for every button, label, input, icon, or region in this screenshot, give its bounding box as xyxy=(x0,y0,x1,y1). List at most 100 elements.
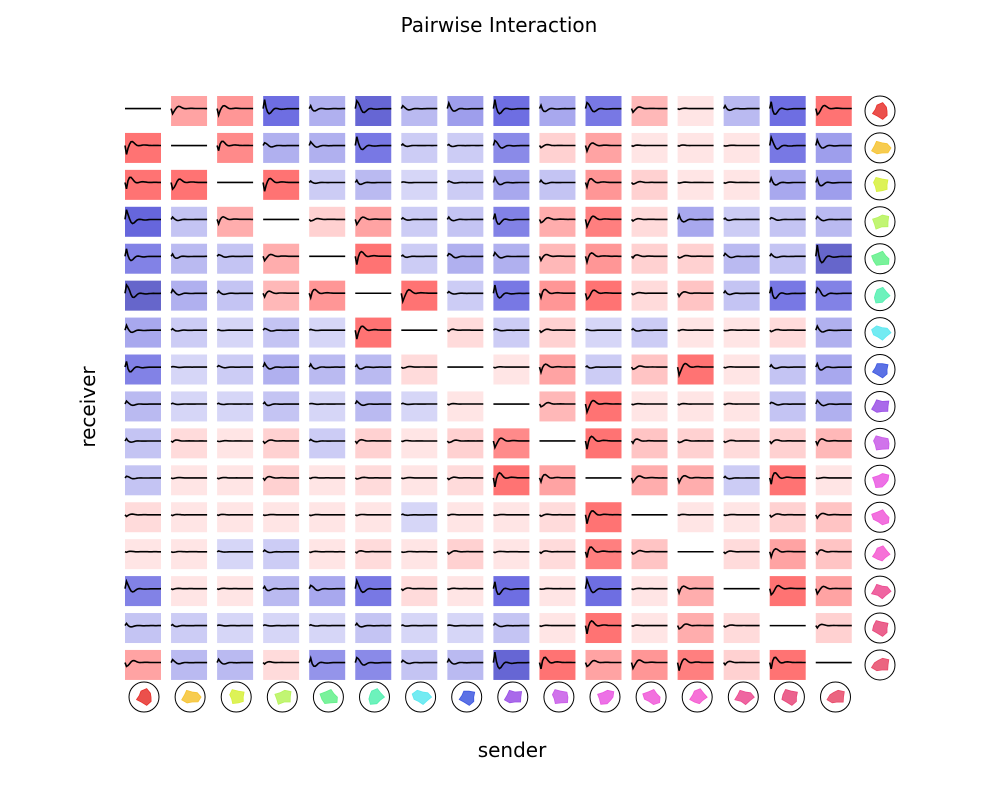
cell-background xyxy=(723,354,760,385)
interaction-cell xyxy=(446,465,484,496)
interaction-cell xyxy=(400,649,438,680)
response-trace xyxy=(400,659,438,665)
interaction-cell xyxy=(538,280,576,311)
response-trace xyxy=(769,216,806,221)
response-trace xyxy=(815,549,852,556)
cell-background xyxy=(355,391,392,422)
cell-background xyxy=(493,96,530,126)
response-trace xyxy=(446,657,484,665)
cell-background xyxy=(171,206,208,237)
cell-background xyxy=(355,613,392,644)
response-trace xyxy=(400,254,438,259)
interaction-cell xyxy=(308,576,346,607)
response-trace xyxy=(354,399,392,407)
sender-neuron-icon xyxy=(589,681,621,713)
neuron-shape xyxy=(642,688,661,706)
interaction-cell xyxy=(354,169,392,200)
neuron-shape xyxy=(411,689,433,706)
cell-background xyxy=(125,649,161,680)
interaction-cell xyxy=(170,649,208,680)
response-trace xyxy=(815,137,852,149)
interaction-cell xyxy=(538,391,576,422)
response-trace xyxy=(446,549,484,556)
interaction-cell xyxy=(769,243,806,274)
interaction-cell xyxy=(631,391,668,422)
interaction-cell xyxy=(584,96,622,126)
response-trace xyxy=(262,400,300,407)
interaction-cell xyxy=(584,613,622,644)
interaction-cell xyxy=(262,96,300,126)
interaction-cell xyxy=(124,169,161,200)
response-trace xyxy=(401,624,438,627)
cell-background xyxy=(815,280,852,311)
interaction-cell xyxy=(769,428,806,459)
interaction-cell xyxy=(262,576,300,607)
response-trace xyxy=(124,361,161,373)
cell-background xyxy=(447,317,484,348)
response-trace xyxy=(124,248,161,262)
sender-neuron-icon xyxy=(405,681,437,713)
cell-background xyxy=(401,613,438,644)
interaction-cell xyxy=(216,649,254,680)
response-trace xyxy=(308,584,346,592)
neuron-shape xyxy=(871,325,892,341)
response-trace xyxy=(630,327,668,332)
interaction-cell xyxy=(630,539,668,570)
response-trace xyxy=(723,439,760,444)
interaction-cell xyxy=(216,502,254,533)
cell-background xyxy=(723,613,760,644)
cell-background xyxy=(493,613,530,644)
neuron-shape xyxy=(872,473,890,489)
interaction-cell xyxy=(722,280,760,311)
sender-neuron-icon xyxy=(220,681,252,713)
cell-background xyxy=(493,317,530,348)
cell-background xyxy=(125,169,161,200)
cell-background xyxy=(125,465,161,496)
receiver-neuron-icon xyxy=(864,538,896,570)
response-trace xyxy=(815,175,852,187)
response-trace xyxy=(538,656,576,670)
response-trace xyxy=(308,402,346,406)
receiver-neuron-icon xyxy=(864,206,896,238)
response-trace xyxy=(170,105,208,116)
interaction-cell xyxy=(216,243,254,274)
response-trace xyxy=(124,513,161,518)
cell-background xyxy=(171,280,208,311)
response-trace xyxy=(308,179,346,185)
response-trace xyxy=(216,289,254,296)
interaction-cell xyxy=(723,613,760,644)
receiver-neuron-icon xyxy=(864,317,896,349)
response-trace xyxy=(492,328,530,332)
neuron-shape xyxy=(551,689,569,705)
response-trace xyxy=(262,660,300,666)
interaction-cell xyxy=(400,502,438,533)
cell-background xyxy=(769,96,806,126)
cell-background xyxy=(217,613,254,644)
interaction-cell xyxy=(768,280,806,311)
response-trace xyxy=(308,655,346,668)
interaction-cell xyxy=(631,132,668,163)
response-trace xyxy=(492,99,530,115)
cell-background xyxy=(447,169,484,200)
interaction-cell xyxy=(631,576,668,607)
interaction-cell xyxy=(769,206,806,237)
interaction-cell xyxy=(768,649,806,680)
cell-background xyxy=(309,649,346,680)
interaction-cell xyxy=(677,132,714,163)
interaction-cell xyxy=(676,280,714,311)
response-trace xyxy=(584,546,622,558)
interaction-cell xyxy=(124,354,161,385)
cell-background xyxy=(263,132,300,163)
neuron-shape xyxy=(871,250,890,266)
cell-background xyxy=(539,206,576,237)
sender-neuron-icon xyxy=(128,681,160,713)
response-trace xyxy=(677,402,714,406)
interaction-cell xyxy=(170,465,208,496)
cell-background xyxy=(769,576,806,607)
cell-background xyxy=(539,243,576,274)
interaction-cell xyxy=(722,649,760,680)
response-trace xyxy=(768,584,806,597)
response-trace xyxy=(538,328,576,334)
cell-background xyxy=(723,539,760,570)
response-trace xyxy=(538,103,576,113)
